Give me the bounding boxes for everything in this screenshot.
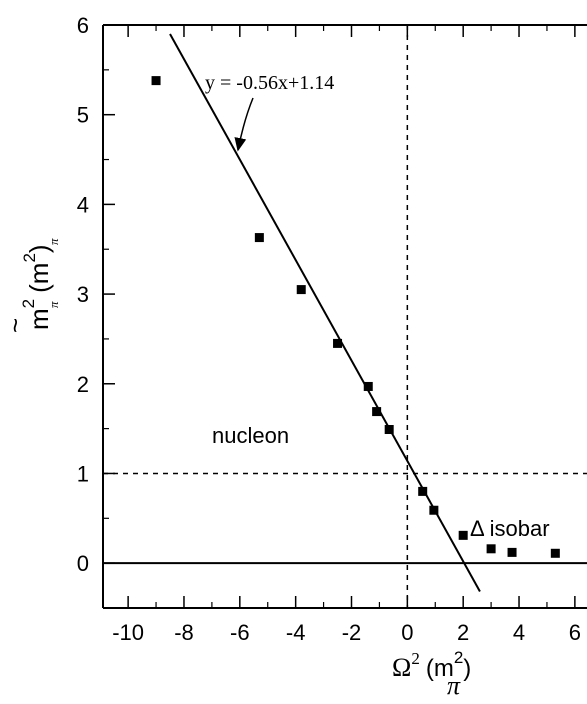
data-point: [151, 76, 161, 86]
data-point: [486, 544, 496, 554]
svg-text:Ω2(m2): Ω2 (m2): [392, 648, 471, 682]
axis-ticks: -10 -8 -6 -4 -2 0 2 4 6 0 1 2 3 4 5 6: [77, 13, 581, 645]
data-point: [363, 381, 373, 391]
fit-equation-label: y = -0.56x+1.14: [205, 72, 334, 94]
data-point: [507, 547, 517, 557]
data-point: [458, 530, 468, 540]
x-tick-label: -6: [230, 620, 250, 645]
x-tick-label: -2: [342, 620, 362, 645]
y-tick-label: 6: [77, 13, 89, 38]
x-tick-label: 2: [457, 620, 469, 645]
x-tick-label: -10: [112, 620, 144, 645]
y-tick-label: 5: [77, 103, 89, 128]
y-axis-title: m2(m2) ~ π π: [0, 238, 61, 333]
reference-lines: [103, 25, 587, 608]
data-point: [296, 285, 306, 295]
svg-text:π: π: [46, 238, 61, 245]
fit-label-arrow: [234, 97, 254, 152]
svg-text:~: ~: [0, 318, 30, 333]
x-tick-label: -4: [286, 620, 306, 645]
y-tick-label: 4: [77, 192, 89, 217]
svg-text:π: π: [46, 301, 61, 308]
data-point: [372, 407, 382, 417]
data-point: [384, 425, 394, 435]
y-tick-label: 1: [77, 461, 89, 486]
x-tick-label: 4: [513, 620, 525, 645]
fit-line-group: [169, 33, 481, 592]
data-point: [254, 233, 264, 243]
x-tick-label: 0: [401, 620, 413, 645]
delta-isobar-label: Δ isobar: [470, 516, 550, 541]
data-points: [151, 76, 560, 558]
y-tick-label: 2: [77, 372, 89, 397]
x-axis-title: Ω2 (m2) π: [392, 648, 471, 700]
data-point: [418, 486, 428, 496]
svg-text:π: π: [447, 671, 461, 700]
svg-text:m2(m2): m2(m2): [19, 244, 54, 330]
x-tick-label: 6: [569, 620, 581, 645]
y-tick-label: 3: [77, 282, 89, 307]
nucleon-label: nucleon: [212, 423, 289, 448]
x-tick-label: -8: [174, 620, 194, 645]
data-point: [333, 338, 343, 348]
data-point: [550, 548, 560, 558]
y-tick-label: 0: [77, 551, 89, 576]
fit-line: [169, 33, 481, 592]
data-point: [429, 505, 439, 515]
